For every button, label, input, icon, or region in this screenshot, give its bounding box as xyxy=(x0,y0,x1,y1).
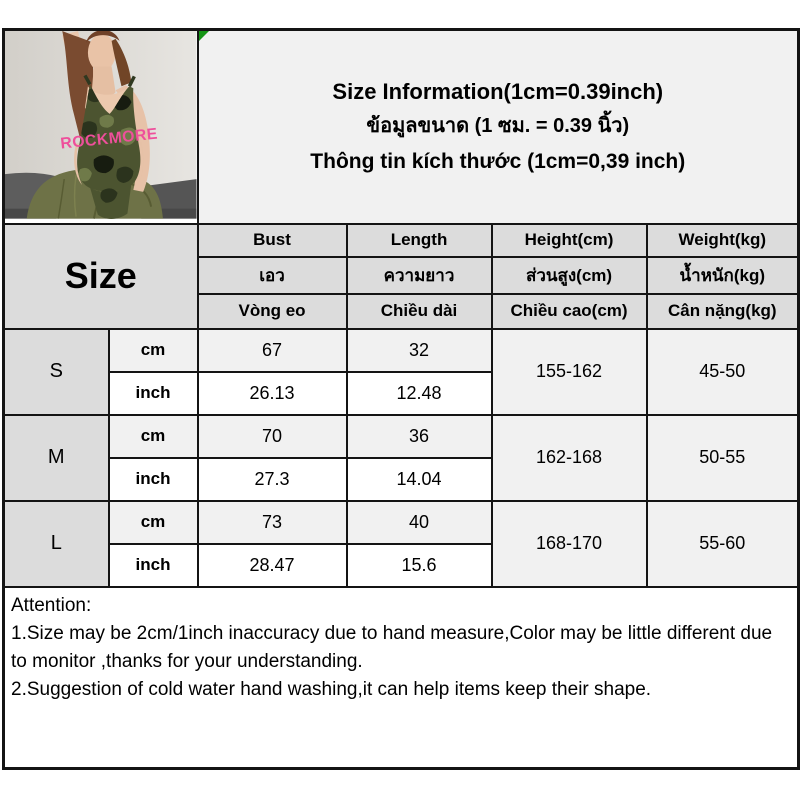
title-vietnamese: Thông tin kích thước (1cm=0,39 inch) xyxy=(310,150,686,174)
col-header-bust-en: Bust xyxy=(196,222,348,258)
col-header-weight-vi: Cân nặng(kg) xyxy=(645,292,800,330)
unit-cm: cm xyxy=(107,327,199,373)
size-label-l: L xyxy=(2,499,110,588)
cell-m-height: 162-168 xyxy=(490,413,648,502)
cell-s-bust-inch: 26.13 xyxy=(196,370,348,416)
left-arm xyxy=(115,85,150,192)
cell-m-length-cm: 36 xyxy=(345,413,493,459)
cell-s-length-cm: 32 xyxy=(345,327,493,373)
cell-l-length-inch: 15.6 xyxy=(345,542,493,588)
cell-l-height: 168-170 xyxy=(490,499,648,588)
cell-s-bust-cm: 67 xyxy=(196,327,348,373)
head xyxy=(87,33,116,72)
cell-s-length-inch: 12.48 xyxy=(345,370,493,416)
unit-cm: cm xyxy=(107,499,199,545)
col-header-height-th: ส่วนสูง(cm) xyxy=(490,255,648,295)
col-header-height-vi: Chiều cao(cm) xyxy=(490,292,648,330)
attention-heading: Attention: xyxy=(11,594,92,616)
unit-inch: inch xyxy=(107,456,199,502)
neck xyxy=(91,66,116,98)
size-corner-label: Size xyxy=(2,222,199,330)
cell-m-bust-inch: 27.3 xyxy=(196,456,348,502)
unit-inch: inch xyxy=(107,542,199,588)
col-header-weight-th: น้ำหนัก(kg) xyxy=(645,255,800,295)
cell-m-weight: 50-55 xyxy=(645,413,800,502)
unit-inch: inch xyxy=(107,370,199,416)
cell-m-bust-cm: 70 xyxy=(196,413,348,459)
cell-l-weight: 55-60 xyxy=(645,499,800,588)
col-header-weight-en: Weight(kg) xyxy=(645,222,800,258)
cell-m-length-inch: 14.04 xyxy=(345,456,493,502)
shoulder-strap xyxy=(127,75,136,88)
title-english: Size Information(1cm=0.39inch) xyxy=(332,79,664,105)
size-label-m: M xyxy=(2,413,110,502)
size-chart-sheet: ROCKMORE Size Information(1cm=0.39inch) … xyxy=(2,28,800,770)
cell-s-weight: 45-50 xyxy=(645,327,800,416)
col-header-bust-th: เอว xyxy=(196,255,348,295)
cell-l-bust-inch: 28.47 xyxy=(196,542,348,588)
product-photo-cell: ROCKMORE xyxy=(2,28,199,225)
size-label-s: S xyxy=(2,327,110,416)
cell-s-height: 155-162 xyxy=(490,327,648,416)
shoulder-strap xyxy=(83,74,92,86)
attention-note-1: 1.Size may be 2cm/1inch inaccuracy due t… xyxy=(11,622,773,672)
col-header-length-en: Length xyxy=(345,222,493,258)
cell-l-bust-cm: 73 xyxy=(196,499,348,545)
col-header-bust-vi: Vòng eo xyxy=(196,292,348,330)
cell-l-length-cm: 40 xyxy=(345,499,493,545)
col-header-length-vi: Chiều dài xyxy=(345,292,493,330)
size-table: ROCKMORE Size Information(1cm=0.39inch) … xyxy=(2,28,800,770)
attention-note-2: 2.Suggestion of cold water hand washing,… xyxy=(11,678,652,700)
product-photo: ROCKMORE xyxy=(5,31,196,219)
col-header-height-en: Height(cm) xyxy=(490,222,648,258)
unit-cm: cm xyxy=(107,413,199,459)
col-header-length-th: ความยาว xyxy=(345,255,493,295)
attention-section: Attention: 1.Size may be 2cm/1inch inacc… xyxy=(2,585,800,770)
title-cell: Size Information(1cm=0.39inch) ข้อมูลขนา… xyxy=(196,28,800,225)
title-thai: ข้อมูลขนาด (1 ซม. = 0.39 นิ้ว) xyxy=(366,115,630,138)
green-corner-marker xyxy=(199,31,209,41)
